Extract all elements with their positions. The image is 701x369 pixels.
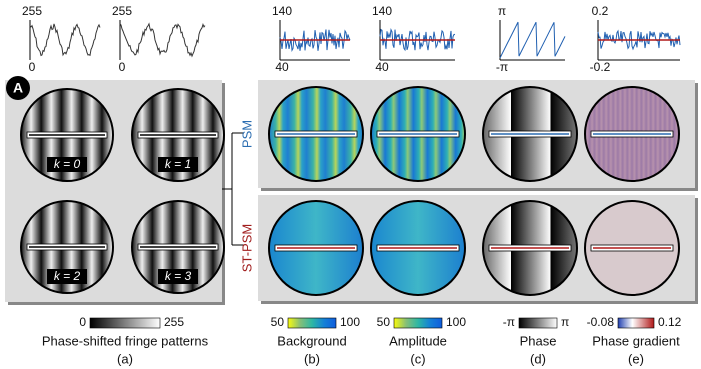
profile-max: 140 <box>272 4 292 18</box>
profile-curve <box>597 29 681 51</box>
colorbar-max: 100 <box>446 315 466 329</box>
profile-curve <box>119 22 206 58</box>
colorbar-max: 255 <box>164 315 184 329</box>
profile-max: 255 <box>112 4 132 18</box>
k-label: k = 3 <box>165 269 192 283</box>
colorbar <box>617 317 655 329</box>
profile-min: -π <box>496 60 508 74</box>
label-box <box>47 269 87 284</box>
k-label: k = 1 <box>165 157 191 171</box>
k-label: k = 2 <box>54 269 81 283</box>
caption: Phase-shifted fringe patterns <box>42 333 209 348</box>
caption: Phase <box>520 333 557 348</box>
profile-max: 0.2 <box>592 4 609 18</box>
profile-curve <box>499 21 566 59</box>
profile-max: π <box>498 4 506 18</box>
colorbar-max: 100 <box>340 315 360 329</box>
colorbar <box>89 317 161 329</box>
colorbar-min: 50 <box>377 315 391 329</box>
colorbar <box>518 317 558 329</box>
colorbar-min: 0 <box>79 315 86 329</box>
row-label: ST-PSM <box>239 224 254 272</box>
label-box <box>158 269 198 284</box>
profile-min: 0 <box>29 60 36 74</box>
profile-max: 255 <box>22 4 42 18</box>
caption-letter: (a) <box>117 351 133 366</box>
caption-letter: (b) <box>304 351 320 366</box>
profile-curve <box>279 29 351 52</box>
profile-min: 40 <box>275 60 289 74</box>
bracket <box>222 132 244 246</box>
colorbar-max: 0.12 <box>658 315 682 329</box>
colorbar <box>287 317 337 329</box>
profile-min: 0 <box>119 60 126 74</box>
colorbar-min: -π <box>503 315 515 329</box>
profile-min: 40 <box>375 60 389 74</box>
profile-max: 140 <box>372 4 392 18</box>
colorbar <box>393 317 443 329</box>
caption-letter: (d) <box>530 351 546 366</box>
colorbar-max: π <box>561 315 569 329</box>
label-box <box>47 157 87 172</box>
caption: Background <box>277 333 346 348</box>
label-box <box>158 157 198 172</box>
k-label: k = 0 <box>54 157 81 171</box>
profile-curve <box>29 23 101 57</box>
caption: Amplitude <box>389 333 447 348</box>
caption-letter: (c) <box>410 351 425 366</box>
colorbar-min: -0.08 <box>587 315 615 329</box>
caption: Phase gradient <box>592 333 680 348</box>
colorbar-min: 50 <box>271 315 285 329</box>
panel-label: A <box>13 80 23 96</box>
panel-badge <box>6 76 30 100</box>
row-label: PSM <box>239 120 254 148</box>
caption-letter: (e) <box>628 351 644 366</box>
profile-min: -0.2 <box>590 60 611 74</box>
profile-curve <box>379 27 456 52</box>
